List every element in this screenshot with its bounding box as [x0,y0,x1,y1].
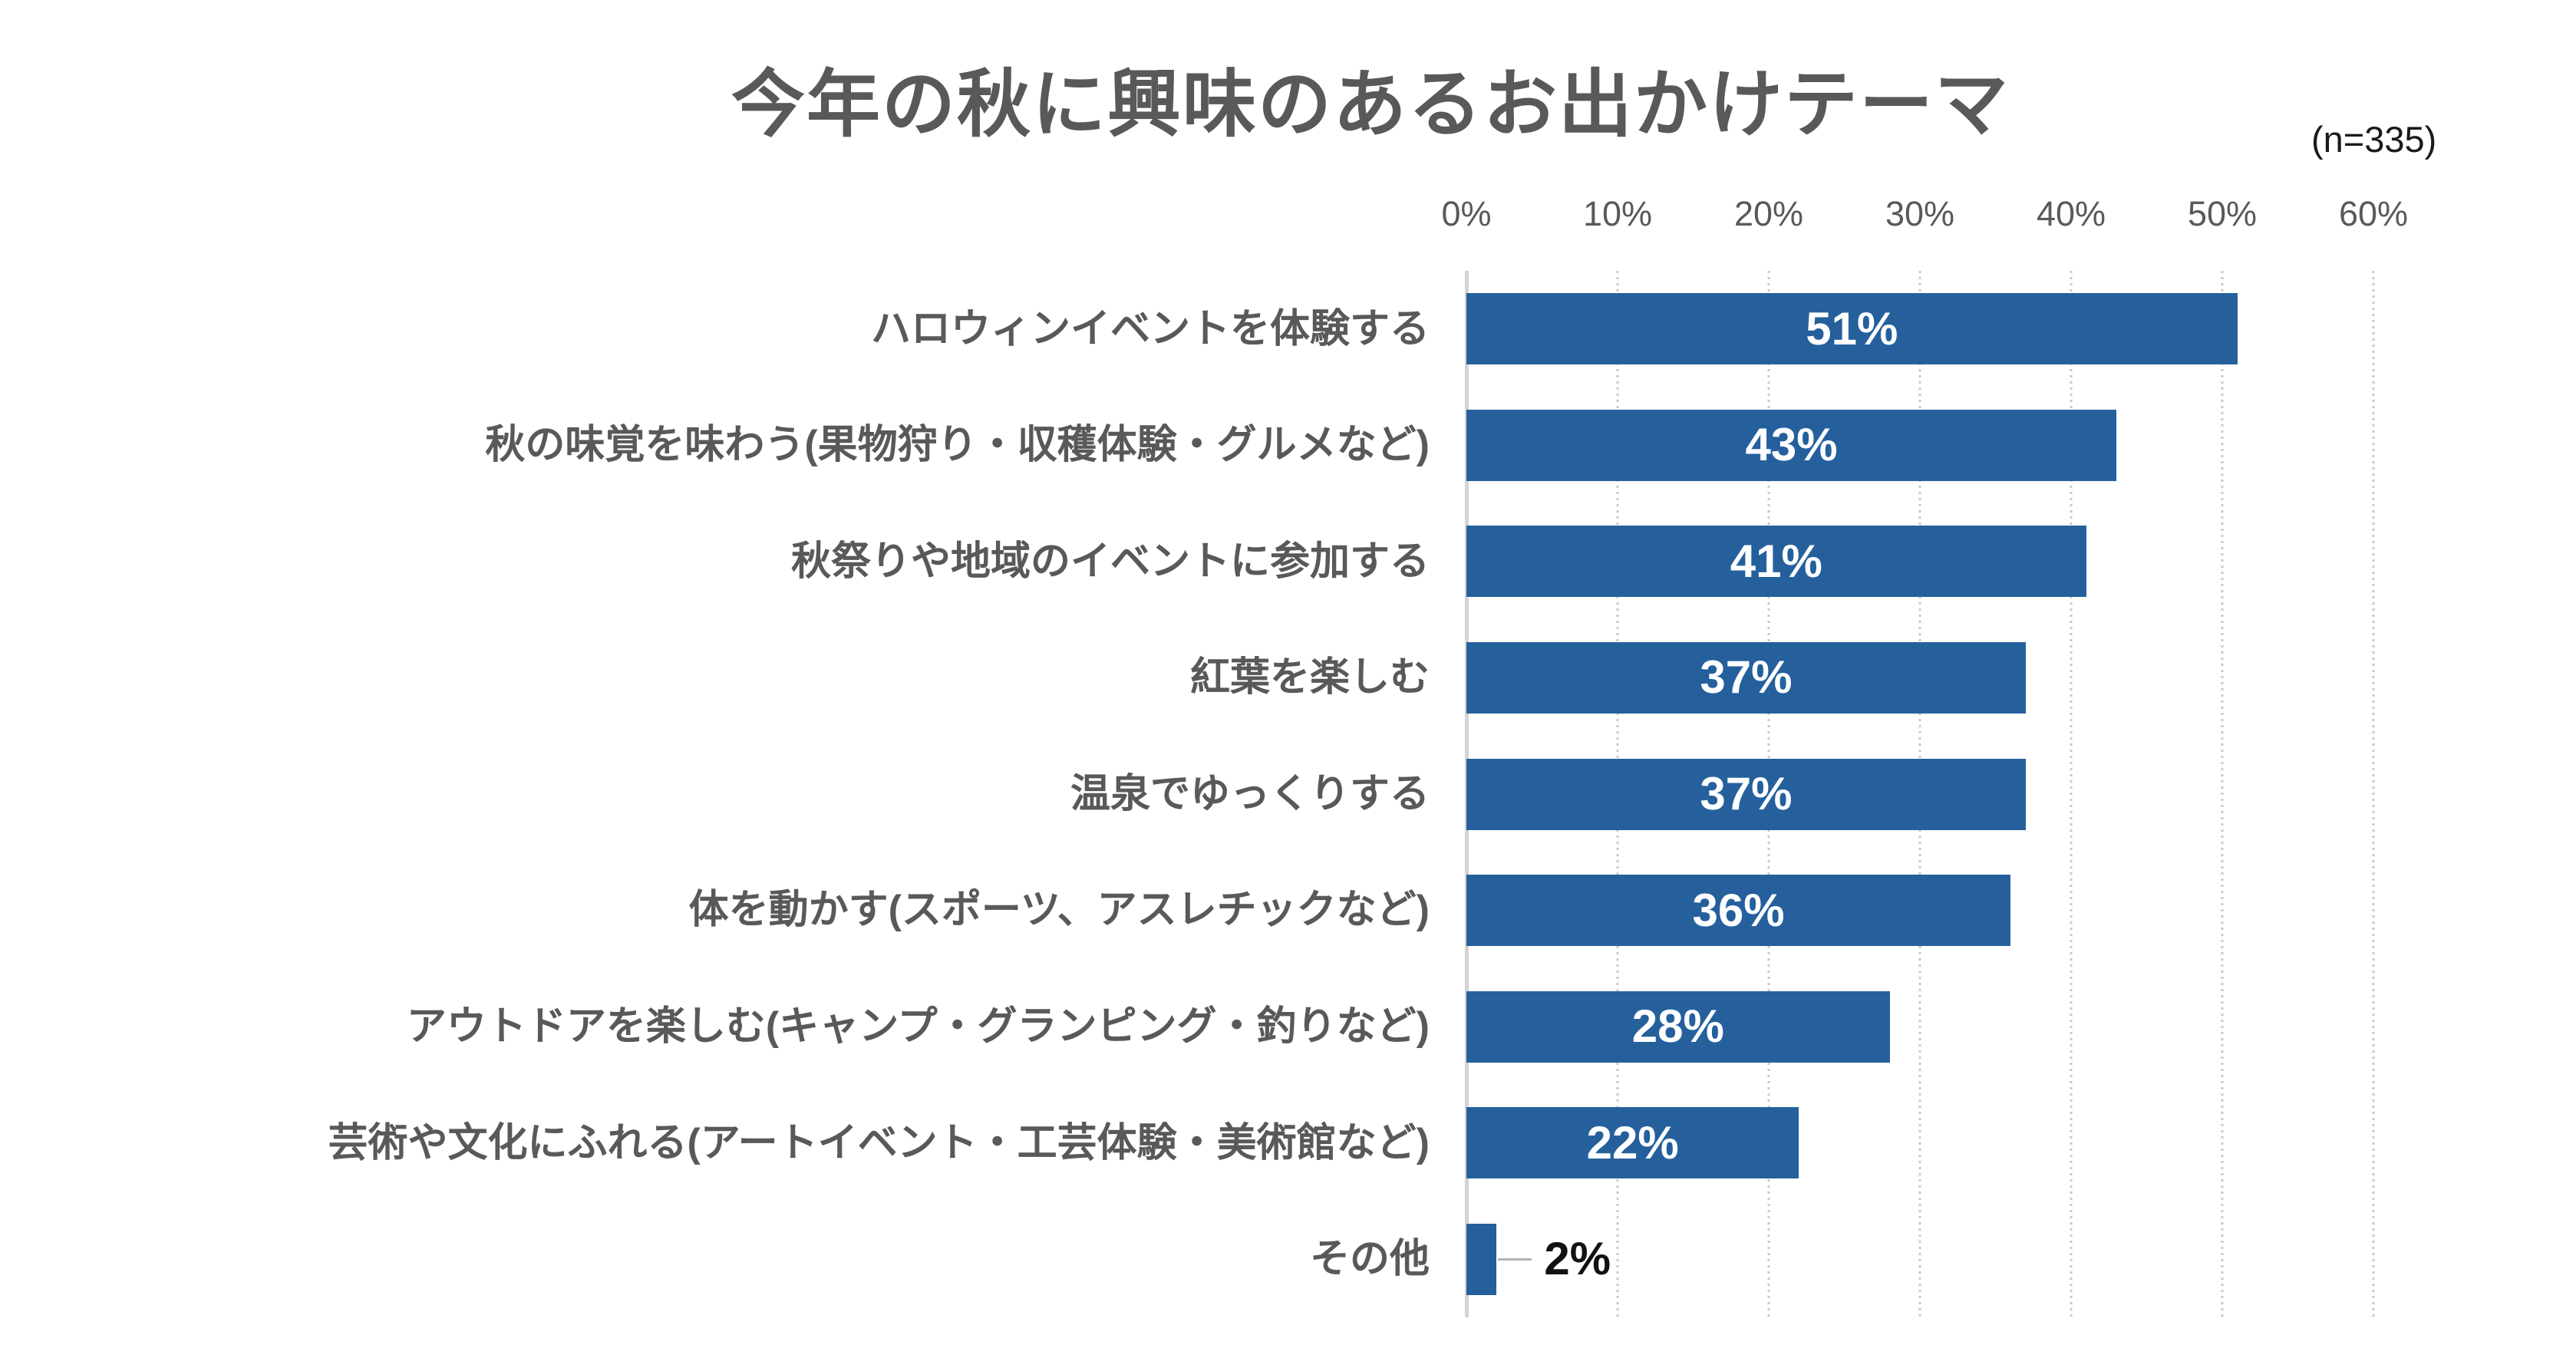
page-title: 今年の秋に興味のあるお出かけテーマ [731,64,2010,146]
bar-row: 紅葉を楽しむ 37% [0,620,2576,737]
bar-onsen: 37% [1466,758,2026,830]
category-label: 秋祭りや地域のイベントに参加する [790,539,1430,584]
bar-autumn-food: 43% [1466,409,2117,481]
gridline-40pct [2070,271,2073,1317]
bar-other [1466,1223,1497,1295]
category-label: アウトドアを楽しむ(キャンプ・グランピング・釣りなど) [406,1004,1430,1049]
bar-track: 37% [1466,641,2373,714]
leader-line [1498,1257,1532,1261]
category-label: 温泉でゆっくりする [1070,771,1430,816]
bar-value-label: 43% [1745,419,1838,471]
category-label: 体を動かす(スポーツ、アスレチックなど) [688,888,1430,933]
bar-value-label: 22% [1586,1116,1679,1168]
bar-row: 温泉でゆっくりする 37% [0,736,2576,852]
bar-row: 秋の味覚を味わう(果物狩り・収穫体験・グルメなど) 43% [0,387,2576,504]
sample-size-note: (n=335) [2311,119,2437,160]
bar-track: 22% [1466,1107,2373,1179]
bar-track: 28% [1466,990,2373,1063]
bar-value-label: 37% [1700,768,1793,820]
bar-art-culture: 22% [1466,1107,1799,1179]
x-axis-tick-0: 0% [1441,194,1492,233]
bar-value-label: 36% [1692,884,1785,936]
bar-track: 36% [1466,875,2373,947]
bar-halloween-events: 51% [1466,293,2238,365]
bar-rows: ハロウィンイベントを体験する 51% 秋の味覚を味わう(果物狩り・収穫体験・グル… [0,271,2576,1317]
x-axis-tick-30: 30% [1885,194,1955,233]
bar-autumn-leaves: 37% [1466,641,2026,714]
bar-value-label: 37% [1700,651,1793,704]
gridline-60pct [2372,271,2375,1317]
gridline-50pct [2221,271,2224,1317]
category-label: 芸術や文化にふれる(アートイベント・工芸体験・美術館など) [328,1120,1430,1165]
bar-value-label: 28% [1631,1000,1724,1053]
category-label: その他 [1309,1237,1430,1282]
x-axis-tick-20: 20% [1733,194,1804,233]
bar-autumn-festivals: 41% [1466,526,2086,598]
bar-track: 51% [1466,293,2373,365]
bar-row: 芸術や文化にふれる(アートイベント・工芸体験・美術館など) 22% [0,1085,2576,1201]
bar-track: 37% [1466,758,2373,830]
bar-row: 秋祭りや地域のイベントに参加する 41% [0,503,2576,620]
x-axis-tick-50: 50% [2187,194,2258,233]
x-axis: 0% 10% 20% 30% 40% 50% 60% [1441,193,2408,235]
x-axis-tick-60: 60% [2338,194,2409,233]
bar-track: 2% [1466,1223,2373,1295]
bar-value-label: 41% [1730,535,1822,587]
bar-row: その他 2% [0,1201,2576,1318]
bar-sports: 36% [1466,875,2011,947]
bar-row: アウトドアを楽しむ(キャンプ・グランピング・釣りなど) 28% [0,968,2576,1085]
category-label: ハロウィンイベントを体験する [870,306,1430,351]
bar-outdoor: 28% [1466,990,1890,1063]
bar-value-label-outside: 2% [1544,1233,1611,1285]
x-axis-tick-10: 10% [1582,194,1653,233]
bar-track: 43% [1466,409,2373,481]
bar-value-label: 51% [1806,302,1898,354]
bar-row: ハロウィンイベントを体験する 51% [0,271,2576,387]
category-label: 紅葉を楽しむ [1189,655,1430,700]
bar-row: 体を動かす(スポーツ、アスレチックなど) 36% [0,852,2576,969]
bar-track: 41% [1466,526,2373,598]
x-axis-tick-40: 40% [2036,194,2106,233]
category-label: 秋の味覚を味わう(果物狩り・収穫体験・グルメなど) [485,423,1430,468]
